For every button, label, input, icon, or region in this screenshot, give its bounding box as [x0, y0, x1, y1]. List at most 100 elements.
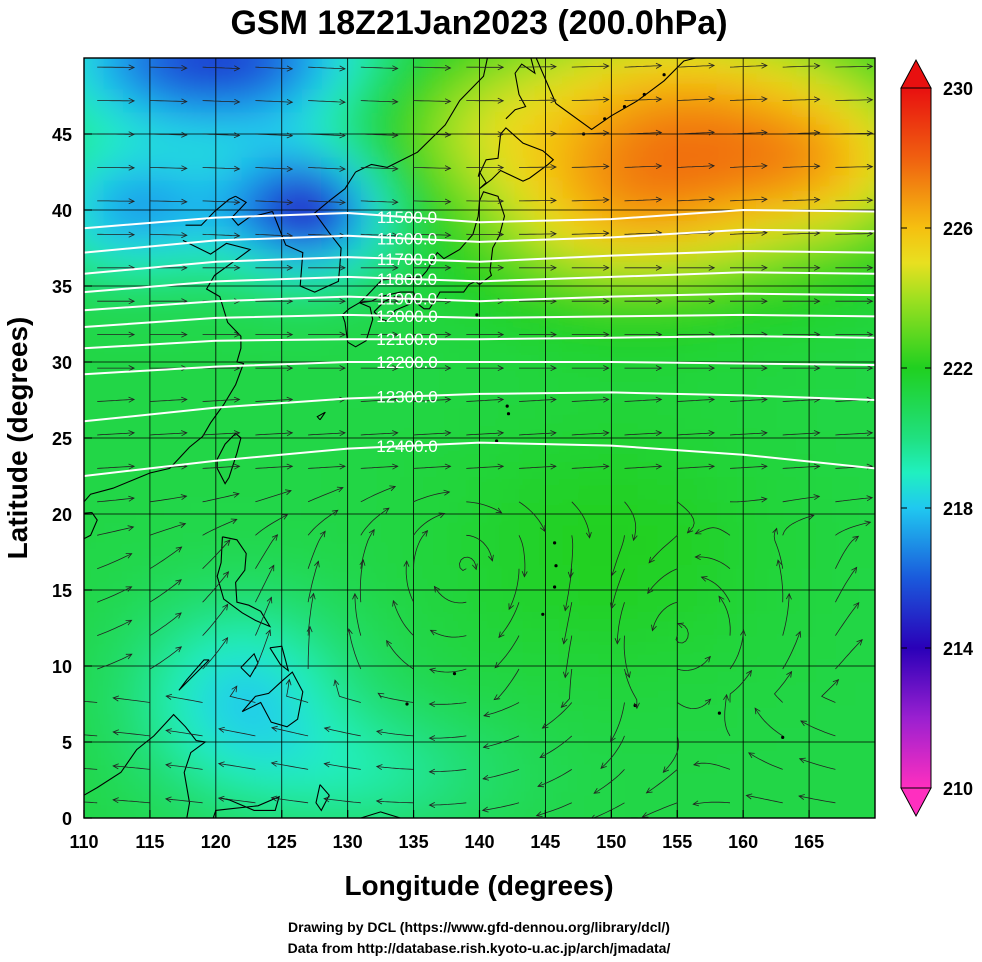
streamline-arrow	[761, 129, 768, 136]
streamline-arrow	[175, 646, 183, 653]
streamline-arrow	[233, 165, 241, 172]
streamline	[677, 465, 715, 469]
streamline-arrow	[708, 396, 716, 403]
streamline-arrow	[807, 514, 815, 520]
streamline-arrow	[521, 571, 528, 578]
island-dot	[475, 313, 479, 317]
streamline-arrow	[181, 264, 188, 271]
streamline-arrow	[438, 512, 446, 519]
streamline-arrow	[128, 131, 136, 138]
streamline	[729, 498, 767, 503]
y-tick-label: 25	[52, 429, 72, 449]
streamline	[782, 65, 820, 68]
island-dot	[554, 564, 558, 568]
streamline	[624, 399, 662, 402]
streamline	[255, 133, 293, 137]
x-axis-label: Longitude (degrees)	[344, 870, 613, 901]
coastline-segment	[269, 645, 290, 673]
streamline	[360, 100, 398, 103]
streamline	[149, 233, 187, 236]
streamline	[149, 399, 187, 402]
streamline-arrow	[651, 624, 657, 632]
streamline	[746, 795, 783, 804]
streamline-arrow	[550, 365, 557, 372]
streamline-arrow	[128, 298, 136, 305]
streamline-arrow	[864, 520, 872, 527]
streamline	[729, 165, 767, 168]
streamline-arrow	[306, 625, 313, 633]
streamline	[255, 534, 278, 569]
streamline-arrow	[339, 132, 346, 139]
streamline-arrow	[866, 331, 874, 338]
streamline-arrow	[677, 622, 684, 629]
streamline	[149, 523, 186, 536]
streamline-arrow	[234, 264, 241, 271]
streamline	[773, 671, 792, 703]
streamline-arrow	[128, 331, 136, 338]
streamline	[677, 131, 715, 135]
streamline-arrow	[539, 752, 547, 758]
streamline-arrow	[233, 65, 241, 72]
streamline-arrow	[497, 97, 505, 104]
streamline	[255, 565, 275, 603]
streamline-arrow	[550, 396, 557, 403]
streamline	[271, 762, 309, 770]
colorbar-tick-label: 230	[943, 79, 973, 99]
streamline-arrow	[428, 802, 436, 808]
streamline-arrow	[224, 539, 231, 546]
streamline-arrow	[392, 463, 399, 470]
streamline	[113, 799, 150, 804]
streamline	[508, 568, 520, 610]
streamline-arrow	[655, 129, 663, 136]
streamline	[782, 132, 820, 135]
streamline-arrow	[614, 638, 621, 645]
x-tick-label: 155	[662, 832, 692, 852]
streamline	[519, 200, 557, 202]
streamline-arrow	[550, 430, 557, 437]
streamline	[518, 432, 556, 436]
colorbar-min-arrow	[900, 787, 932, 818]
streamline-arrow	[655, 163, 663, 170]
streamline-arrow	[602, 396, 610, 403]
streamline	[113, 765, 150, 770]
streamline	[202, 518, 237, 536]
streamline-arrow	[550, 97, 557, 104]
streamline	[413, 491, 450, 503]
streamline-arrow	[610, 735, 616, 743]
streamline-arrow	[128, 495, 135, 502]
streamline-arrow	[392, 331, 399, 338]
streamline-arrow	[482, 774, 490, 781]
streamline	[413, 233, 451, 236]
streamline	[571, 132, 609, 135]
streamline	[835, 602, 860, 636]
streamline-arrow	[181, 396, 188, 403]
streamline-arrow	[748, 752, 755, 759]
streamline	[308, 133, 346, 136]
streamline	[360, 200, 398, 203]
streamline-arrow	[603, 264, 610, 271]
streamline	[693, 762, 731, 770]
streamline	[229, 685, 256, 703]
y-tick-label: 0	[62, 809, 72, 829]
streamline-arrow	[444, 396, 452, 403]
coastline-segment	[84, 511, 98, 540]
streamline	[571, 65, 609, 68]
streamline-arrow	[271, 534, 279, 541]
colorbar-gradient	[900, 87, 932, 789]
streamline	[835, 199, 873, 202]
island-dot	[452, 672, 457, 676]
streamline	[97, 465, 135, 469]
streamline-arrow	[323, 796, 330, 803]
streamline-arrow	[444, 165, 452, 172]
streamline-arrow	[128, 396, 136, 403]
streamline-arrow	[339, 430, 346, 437]
streamline-arrow	[761, 62, 768, 69]
streamline	[518, 535, 526, 577]
streamline	[800, 720, 836, 737]
streamline-arrow	[444, 232, 452, 239]
streamline-arrow	[655, 96, 663, 103]
streamline-arrow	[708, 129, 716, 136]
streamline-arrow	[585, 531, 592, 539]
streamline-arrow	[471, 563, 478, 571]
credit-dcl: Drawing by DCL (https://www.gfd-dennou.o…	[288, 919, 670, 935]
